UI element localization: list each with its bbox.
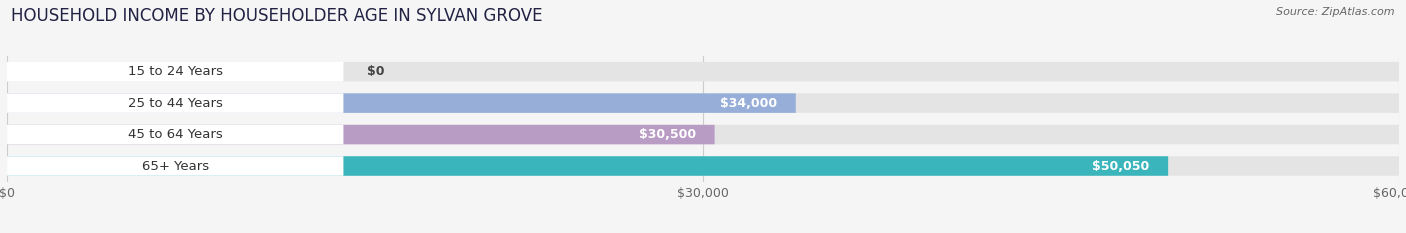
Text: $50,050: $50,050 — [1092, 160, 1150, 172]
Text: $30,500: $30,500 — [638, 128, 696, 141]
FancyBboxPatch shape — [7, 156, 343, 176]
Text: $34,000: $34,000 — [720, 97, 778, 110]
FancyBboxPatch shape — [7, 62, 343, 81]
Text: HOUSEHOLD INCOME BY HOUSEHOLDER AGE IN SYLVAN GROVE: HOUSEHOLD INCOME BY HOUSEHOLDER AGE IN S… — [11, 7, 543, 25]
FancyBboxPatch shape — [7, 125, 343, 144]
Text: 65+ Years: 65+ Years — [142, 160, 208, 172]
Text: 45 to 64 Years: 45 to 64 Years — [128, 128, 222, 141]
FancyBboxPatch shape — [7, 156, 1399, 176]
FancyBboxPatch shape — [7, 93, 796, 113]
FancyBboxPatch shape — [7, 93, 343, 113]
Text: Source: ZipAtlas.com: Source: ZipAtlas.com — [1277, 7, 1395, 17]
FancyBboxPatch shape — [7, 125, 714, 144]
FancyBboxPatch shape — [7, 62, 1399, 81]
Text: $0: $0 — [367, 65, 384, 78]
Text: 15 to 24 Years: 15 to 24 Years — [128, 65, 222, 78]
FancyBboxPatch shape — [7, 156, 1168, 176]
Text: 25 to 44 Years: 25 to 44 Years — [128, 97, 222, 110]
FancyBboxPatch shape — [7, 125, 1399, 144]
FancyBboxPatch shape — [7, 93, 1399, 113]
